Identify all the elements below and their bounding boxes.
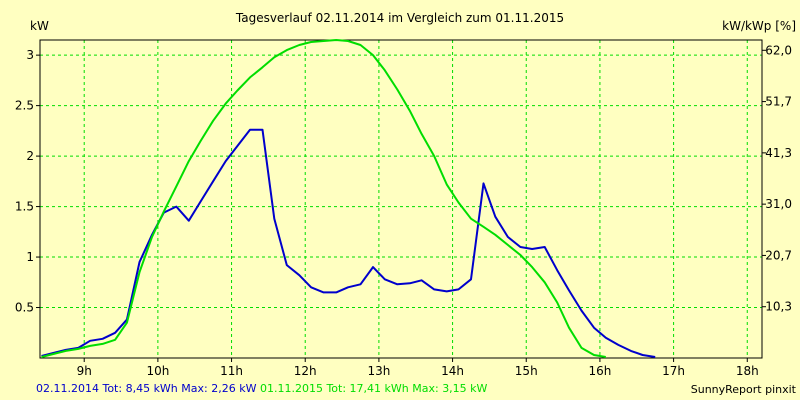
y-right-tick-label: 41,3: [765, 146, 792, 160]
x-tick-label: 16h: [588, 364, 611, 378]
y-right-tick-label: 62,0: [765, 43, 792, 57]
x-tick-label: 13h: [367, 364, 390, 378]
y-axis-right-ticks: 10,3 20,7 31,0 41,3 51,7 62,0: [762, 43, 792, 314]
x-tick-label: 10h: [146, 364, 169, 378]
series-line-1: [41, 128, 656, 358]
y-left-tick-label: 2.5: [15, 99, 34, 113]
y-right-tick-label: 51,7: [765, 95, 792, 109]
footer-blue-summary: 02.11.2014 Tot: 8,45 kWh Max: 2,26 kW: [36, 382, 257, 395]
y-right-tick-label: 31,0: [765, 197, 792, 211]
y-axis-right-label: kW/kWp [%]: [722, 19, 796, 33]
x-tick-label: 15h: [515, 364, 538, 378]
x-tick-label: 17h: [662, 364, 685, 378]
x-tick-label: 12h: [294, 364, 317, 378]
x-tick-label: 11h: [220, 364, 243, 378]
y-right-tick-label: 10,3: [765, 300, 792, 314]
footer-credit: SunnyReport pinxit: [690, 383, 796, 396]
y-left-tick-label: 1: [26, 250, 34, 264]
y-axis-left-ticks: 0.5 1 1.5 2 2.5 3: [15, 48, 40, 315]
y-left-tick-label: 1.5: [15, 200, 34, 214]
y-right-tick-label: 20,7: [765, 248, 792, 262]
series-line-2: [41, 39, 606, 358]
x-axis-ticks: 9h 10h 11h 12h 13h 14h 15h 16h 17h 18h: [77, 358, 759, 378]
plot-frame: [39, 39, 763, 359]
y-left-tick-label: 2: [26, 149, 34, 163]
y-axis-left-label: kW: [30, 19, 49, 33]
chart-title: Tagesverlauf 02.11.2014 im Vergleich zum…: [235, 11, 564, 25]
series-layer: [41, 39, 656, 358]
footer-summary: 02.11.2014 Tot: 8,45 kWh Max: 2,26 kW 01…: [36, 382, 487, 396]
grid: [40, 40, 762, 358]
x-tick-label: 18h: [736, 364, 759, 378]
footer-green-summary: 01.11.2015 Tot: 17,41 kWh Max: 3,15 kW: [259, 382, 488, 395]
x-tick-label: 9h: [77, 364, 92, 378]
x-tick-label: 14h: [441, 364, 464, 378]
y-left-tick-label: 0.5: [15, 301, 34, 315]
y-left-tick-label: 3: [26, 48, 34, 62]
